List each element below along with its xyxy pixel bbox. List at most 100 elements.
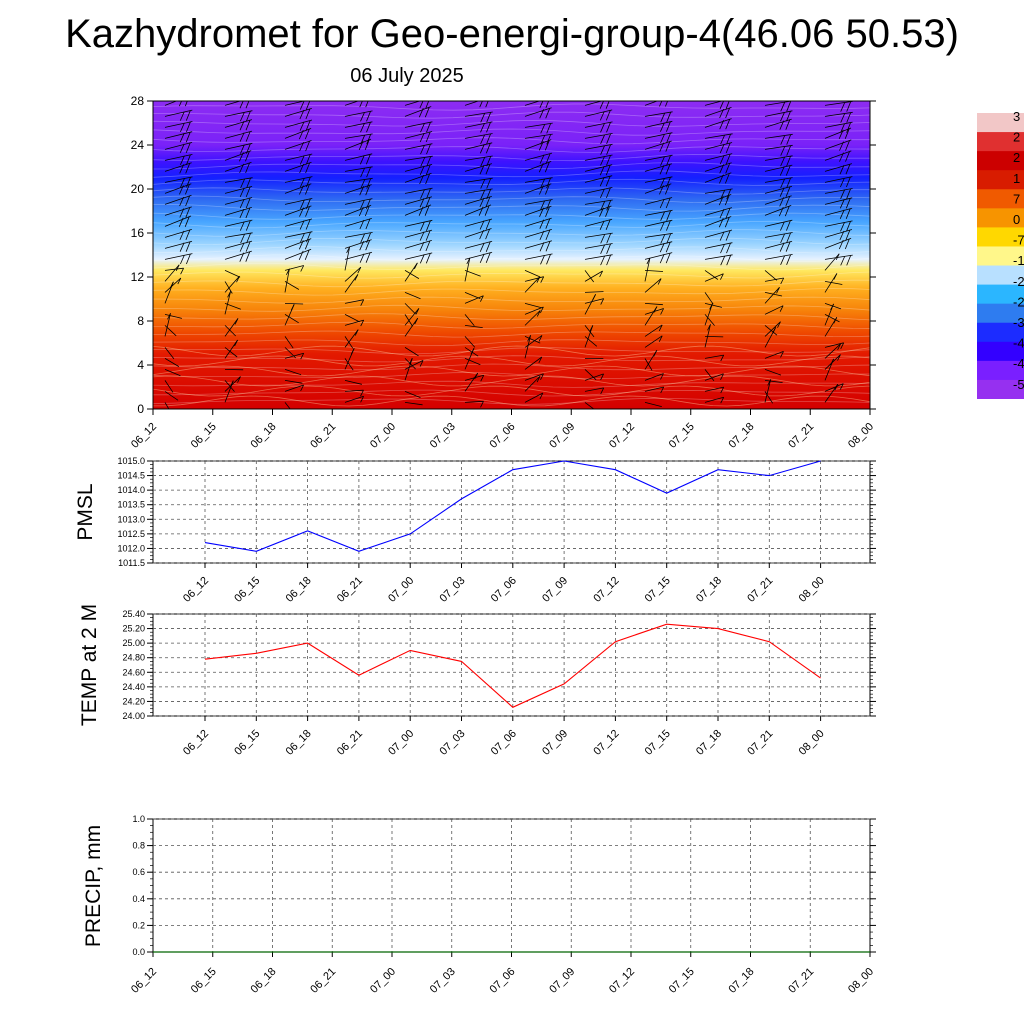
wind-barb [284, 304, 295, 326]
y-tick-label: 1011.5 [118, 558, 145, 568]
x-tick-label: 06_15 [189, 966, 219, 996]
y-tick-label: 0.8 [132, 841, 145, 851]
x-tick-label: 07_09 [540, 728, 570, 758]
contour-line [153, 263, 870, 271]
wind-barb [764, 305, 784, 315]
contour-line [153, 380, 870, 388]
color-bar-label: -2 [1013, 294, 1024, 309]
wind-barb [404, 292, 421, 300]
wind-barb [644, 219, 673, 231]
wind-barb [404, 131, 433, 143]
wind-barb [885, 167, 913, 177]
x-tick-label: 07_15 [667, 966, 697, 996]
wind-barb [764, 185, 793, 197]
wind-barb [524, 253, 553, 265]
chart-subtitle: 06 July 2025 [350, 65, 464, 87]
color-bar-cell [977, 341, 1024, 362]
series-line [204, 623, 821, 708]
color-bar-cell [977, 322, 1024, 343]
contour-line [153, 375, 870, 387]
wind-barb [584, 291, 604, 293]
x-tick-label: 06_18 [284, 575, 314, 605]
precip-ylabel: PRECIP, mm [82, 825, 105, 947]
wind-barb [644, 232, 673, 244]
wind-barb [224, 250, 252, 262]
wind-barb [224, 161, 252, 174]
wind-barb [764, 110, 793, 122]
wind-barb [584, 325, 595, 338]
x-tick-label: 07_15 [667, 421, 697, 451]
contour-line [153, 345, 870, 357]
wind-barb [824, 229, 853, 241]
wind-barb [164, 314, 182, 319]
wind-barb [464, 295, 484, 304]
wind-barb [284, 402, 291, 409]
y-tick-label: 20 [131, 182, 145, 196]
wind-barb [644, 358, 653, 371]
wind-barb [764, 101, 793, 112]
temp-axes: 06_12 06_15 06_18 06_21 07_00 07_03 07_06 07_09… [122, 609, 876, 758]
wind-barb [344, 389, 364, 397]
wind-barbs [164, 101, 913, 411]
contour-line [153, 355, 870, 367]
wind-barb [524, 205, 552, 217]
wind-barb [524, 356, 543, 370]
wind-barb [404, 314, 413, 327]
wind-barb [824, 253, 840, 271]
x-tick-label: 07_09 [540, 575, 570, 605]
y-tick-label: 1013.0 [117, 514, 145, 524]
wind-barb [284, 336, 294, 349]
cross-section-field [153, 101, 870, 409]
x-tick-label: 07_00 [368, 421, 398, 451]
wind-barb [764, 155, 793, 167]
wind-barb [885, 402, 898, 411]
wind-barb [584, 325, 594, 348]
wind-barb [164, 267, 184, 275]
wind-barb [524, 276, 545, 283]
wind-barb [284, 268, 290, 293]
wind-barb [224, 207, 252, 219]
temp-ylabel: TEMP at 2 M [78, 604, 101, 726]
wind-barb [344, 274, 359, 293]
y-tick-label: 0.4 [132, 894, 145, 904]
wind-barb [644, 252, 673, 264]
wind-barb [704, 324, 711, 348]
wind-barb [344, 348, 355, 370]
wind-barb [824, 220, 853, 232]
wind-barb [584, 294, 596, 315]
wind-barb [164, 176, 193, 188]
wind-barb [704, 172, 732, 184]
x-tick-label: 07_03 [438, 575, 468, 605]
wind-barb [644, 132, 673, 144]
wind-barb [464, 101, 489, 108]
wind-barb [224, 270, 241, 278]
x-tick-label: 07_12 [607, 421, 637, 451]
wind-barb [404, 358, 416, 370]
wind-barb [584, 387, 605, 395]
wind-barb [524, 310, 541, 326]
x-tick-label: 06_15 [232, 575, 262, 605]
contour-line [153, 304, 870, 312]
wind-barb [344, 218, 372, 230]
wind-barb [584, 336, 598, 347]
wind-barb [404, 270, 420, 279]
color-bar-label: 1 [1013, 171, 1020, 186]
x-tick-label: 08_00 [846, 966, 876, 996]
wind-barb [224, 232, 253, 244]
x-tick-label: 06_21 [335, 575, 365, 605]
wind-barb [284, 303, 304, 305]
wind-barb [704, 153, 733, 165]
color-bar-label: -7 [1013, 233, 1024, 248]
wind-barb [824, 197, 853, 209]
color-bar-label: 2 [1013, 130, 1020, 145]
x-tick-label: 07_21 [786, 966, 816, 996]
wind-barb [404, 252, 433, 264]
x-tick-label: 07_12 [607, 966, 637, 996]
contour-line [153, 246, 870, 254]
wind-barb [164, 154, 193, 165]
wind-barb [584, 270, 603, 282]
wind-barb [464, 336, 476, 348]
wind-barb [824, 303, 834, 326]
wind-barb [764, 205, 792, 217]
wind-barb [404, 240, 432, 252]
